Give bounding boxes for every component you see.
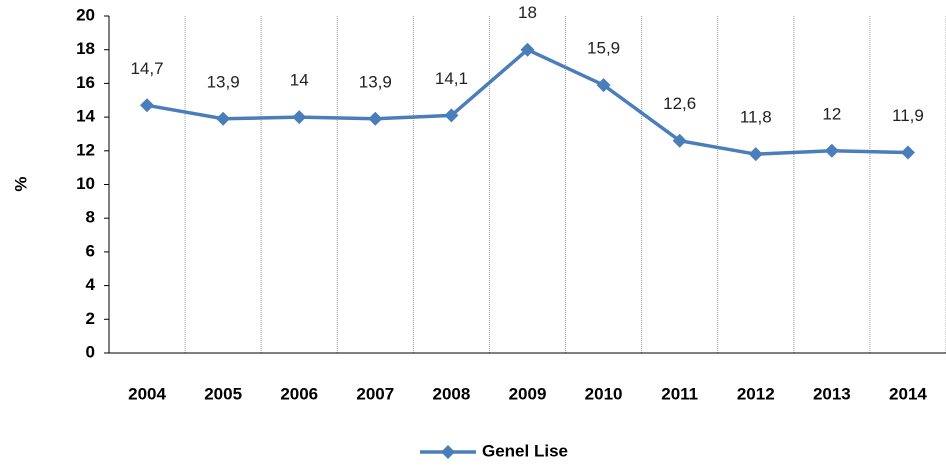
- marker: [216, 111, 231, 126]
- y-tick-label: 20: [76, 5, 95, 24]
- data-label: 13,9: [359, 72, 392, 91]
- marker: [672, 133, 687, 148]
- marker: [824, 143, 839, 158]
- y-tick-label: 6: [86, 241, 95, 260]
- y-tick-label: 4: [86, 275, 96, 294]
- y-tick-label: 10: [76, 174, 95, 193]
- y-axis-label: %: [11, 176, 30, 191]
- x-tick-label: 2014: [889, 384, 927, 403]
- y-tick-label: 2: [86, 309, 95, 328]
- x-tick-label: 2011: [661, 384, 698, 403]
- marker: [292, 110, 307, 125]
- data-label: 14,1: [435, 69, 468, 88]
- marker: [444, 108, 459, 123]
- y-tick-label: 8: [86, 208, 95, 227]
- x-tick-label: 2012: [737, 384, 775, 403]
- y-tick-label: 18: [76, 39, 95, 58]
- data-label: 18: [518, 3, 537, 22]
- data-label: 11,9: [892, 106, 924, 125]
- marker: [368, 111, 383, 126]
- marker: [900, 145, 915, 160]
- x-tick-label: 2013: [813, 384, 851, 403]
- y-tick-label: 0: [86, 342, 95, 361]
- data-label: 12: [822, 104, 841, 123]
- x-tick-label: 2010: [585, 384, 623, 403]
- marker: [520, 42, 535, 57]
- x-tick-label: 2009: [509, 384, 547, 403]
- marker: [596, 78, 611, 93]
- legend-marker: [441, 445, 455, 459]
- y-tick-label: 16: [76, 73, 95, 92]
- y-tick-label: 14: [76, 107, 95, 126]
- data-label: 12,6: [663, 94, 696, 113]
- data-label: 14,7: [130, 59, 163, 78]
- x-tick-label: 2008: [432, 384, 470, 403]
- y-tick-label: 12: [76, 140, 95, 159]
- x-tick-label: 2007: [356, 384, 394, 403]
- marker: [748, 147, 763, 162]
- marker: [140, 98, 155, 113]
- data-label: 14: [290, 71, 309, 90]
- data-label: 13,9: [207, 72, 240, 91]
- data-label: 15,9: [587, 39, 620, 58]
- x-tick-label: 2004: [128, 384, 166, 403]
- legend-label: Genel Lise: [482, 441, 568, 460]
- data-label: 11,8: [740, 108, 772, 127]
- x-tick-label: 2006: [280, 384, 318, 403]
- x-tick-label: 2005: [204, 384, 242, 403]
